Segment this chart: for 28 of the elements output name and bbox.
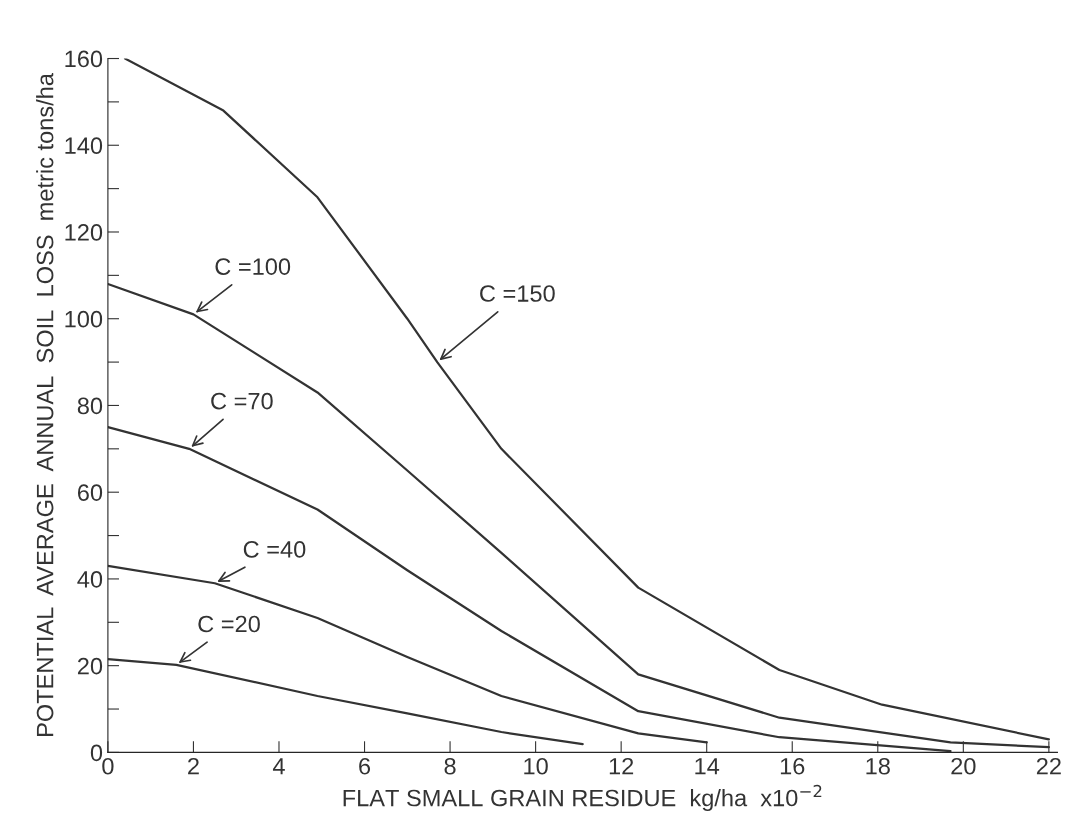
x-tick-label: 4 xyxy=(272,758,285,775)
y-tick-label: 100 xyxy=(65,310,103,328)
x-tick-label: 6 xyxy=(359,757,371,775)
x-tick-label: 10 xyxy=(524,757,548,775)
annotation: C =40 xyxy=(243,541,306,558)
annotation: C =20 xyxy=(198,615,260,633)
x-tick-label: 8 xyxy=(444,757,456,775)
x-tick-label: 2 xyxy=(188,757,199,775)
x-tick-label: 12 xyxy=(609,757,634,775)
y-axis-title: POTENTIAL AVERAGE ANNUAL SOIL LOSS metric tons/ha xyxy=(36,73,54,736)
y-tick-label: 60 xyxy=(77,484,103,501)
y-tick-label: 160 xyxy=(65,50,103,68)
x-tick-label: 16 xyxy=(780,757,805,775)
y-tick-label: 80 xyxy=(77,397,103,415)
x-tick-label: 0 xyxy=(102,757,114,775)
annotation: C =150 xyxy=(480,285,555,302)
y-tick-label: 20 xyxy=(77,657,103,675)
x-tick-label: 18 xyxy=(866,757,890,775)
y-tick-label: 0 xyxy=(90,744,103,762)
annotation: C =100 xyxy=(215,258,291,275)
x-tick-label: 20 xyxy=(951,757,976,775)
x-tick-label: 22 xyxy=(1036,757,1061,775)
y-tick-label: 120 xyxy=(65,224,103,241)
annotation: C =70 xyxy=(211,392,273,410)
y-tick-label: 40 xyxy=(77,571,103,588)
x-axis-title: FLAT SMALL GRAIN RESIDUE kg/ha x10$^{−2}$ xyxy=(343,784,822,812)
y-tick-label: 140 xyxy=(65,137,103,155)
x-tick-label: 14 xyxy=(695,758,720,775)
